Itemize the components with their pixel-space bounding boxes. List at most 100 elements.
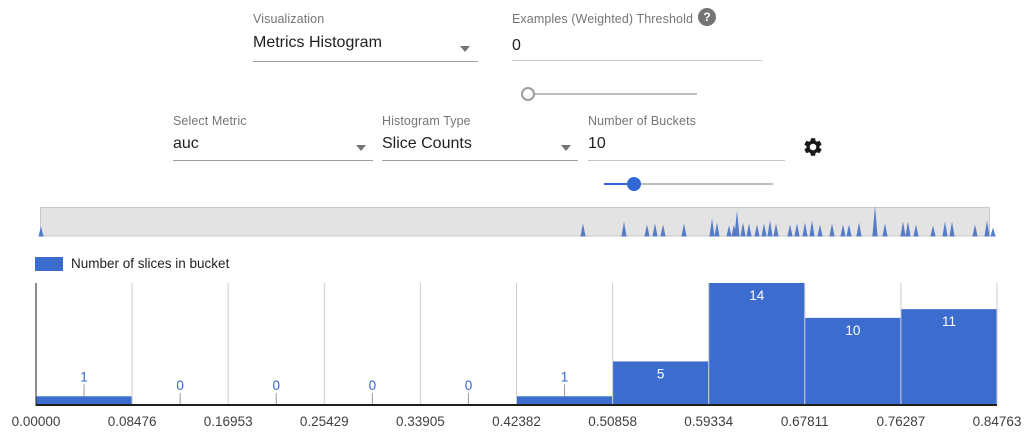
threshold-slider-track[interactable] [528, 93, 697, 95]
bar-value-label: 14 [749, 288, 765, 303]
metric-label: Select Metric [173, 114, 247, 128]
buckets-slider-thumb[interactable] [627, 177, 641, 191]
visualization-value: Metrics Histogram [253, 34, 382, 51]
histogram-bar[interactable] [901, 309, 997, 405]
histogram-bar[interactable] [517, 396, 613, 405]
overview-spike [882, 223, 888, 237]
histogram-bar[interactable] [613, 361, 709, 405]
threshold-field[interactable]: Examples (Weighted) Threshold ? 0 [512, 8, 762, 62]
buckets-slider-track[interactable] [604, 183, 773, 185]
visualization-dropdown[interactable]: Visualization Metrics Histogram [253, 12, 479, 64]
metric-underline [173, 160, 373, 161]
overview-spike [621, 221, 627, 237]
threshold-underline [512, 60, 762, 61]
visualization-underline [253, 61, 478, 62]
overview-spike [856, 222, 862, 237]
gear-icon [804, 138, 822, 156]
bar-value-label: 1 [561, 369, 569, 384]
overview-spike [905, 221, 911, 237]
chevron-down-icon [356, 145, 366, 151]
chevron-down-icon [460, 46, 470, 52]
overview-spike [949, 221, 955, 237]
overview-spike [580, 223, 586, 237]
x-axis-label: 0.42382 [492, 414, 541, 429]
overview-spike [930, 225, 936, 237]
overview-spike [644, 224, 650, 237]
metric-dropdown[interactable]: Select Metric auc [173, 114, 373, 162]
overview-spike [761, 223, 767, 237]
overview-spike [872, 205, 878, 237]
chart-legend: Number of slices in bucket [35, 256, 229, 271]
overview-spike [942, 221, 948, 237]
overview-spike [709, 218, 715, 237]
x-axis-label: 0.16953 [204, 414, 253, 429]
overview-spike [840, 224, 846, 237]
overview-strip-background[interactable] [40, 207, 990, 237]
overview-spike [681, 223, 687, 237]
bar-value-label: 0 [369, 378, 377, 393]
threshold-slider-thumb[interactable] [521, 87, 535, 101]
buckets-input[interactable]: 10 [588, 135, 606, 152]
histogram-bar[interactable] [805, 317, 901, 405]
overview-spike [794, 223, 800, 237]
overview-spike [754, 224, 760, 237]
overview-spike [802, 222, 808, 237]
help-icon[interactable]: ? [698, 8, 716, 26]
legend-swatch [35, 256, 63, 271]
overview-spike [809, 220, 815, 237]
bar-value-label: 1 [80, 369, 88, 384]
x-axis-label: 0.67811 [781, 414, 829, 429]
overview-spike [767, 220, 773, 237]
histogram-type-dropdown[interactable]: Histogram Type Slice Counts [382, 114, 578, 162]
overview-spike [972, 224, 978, 237]
overview-spike [829, 223, 835, 237]
buckets-slider[interactable] [604, 177, 773, 191]
overview-spike [734, 210, 740, 237]
overview-spike [773, 223, 779, 237]
bar-value-label: 0 [465, 378, 473, 393]
buckets-label: Number of Buckets [588, 114, 696, 128]
overview-spike [660, 224, 666, 237]
overview-spike [990, 227, 996, 237]
bar-value-label: 11 [942, 314, 956, 329]
x-axis-label: 0.59334 [684, 414, 733, 429]
threshold-input[interactable]: 0 [512, 37, 521, 54]
x-axis-label: 0.76287 [876, 414, 925, 429]
overview-spike [787, 224, 793, 237]
legend-label: Number of slices in bucket [71, 256, 230, 271]
overview-spike [846, 224, 852, 237]
buckets-slider-fill [604, 183, 634, 185]
x-axis-label: 0.00000 [12, 414, 61, 429]
x-axis-label: 0.25429 [300, 414, 349, 429]
bar-value-label: 10 [845, 323, 860, 338]
histogram-bar[interactable] [709, 283, 805, 405]
x-axis-label: 0.33905 [396, 414, 445, 429]
overview-spike [38, 226, 44, 237]
x-axis-label: 0.84763 [973, 414, 1022, 429]
histogram-type-value: Slice Counts [382, 135, 472, 152]
settings-gear-button[interactable] [802, 136, 824, 158]
visualization-label: Visualization [253, 12, 325, 26]
histogram-type-label: Histogram Type [382, 114, 471, 128]
x-axis-label: 0.50858 [588, 414, 637, 429]
overview-spike [740, 222, 746, 237]
chevron-down-icon [561, 145, 571, 151]
overview-spike [746, 223, 752, 237]
slices-overview-strip[interactable] [0, 200, 1024, 238]
overview-spike [714, 222, 720, 237]
buckets-field[interactable]: Number of Buckets 10 [588, 114, 785, 162]
overview-spike [984, 220, 990, 237]
overview-spike [817, 224, 823, 237]
overview-spike [652, 223, 658, 237]
bar-value-label: 5 [657, 366, 665, 381]
metric-value: auc [173, 135, 199, 152]
histogram-bar[interactable] [36, 396, 132, 405]
overview-spike [726, 225, 732, 237]
overview-spike [900, 221, 906, 237]
histogram-type-underline [382, 160, 578, 161]
buckets-underline [588, 160, 785, 161]
overview-spike [913, 224, 919, 237]
threshold-slider[interactable] [521, 87, 697, 101]
